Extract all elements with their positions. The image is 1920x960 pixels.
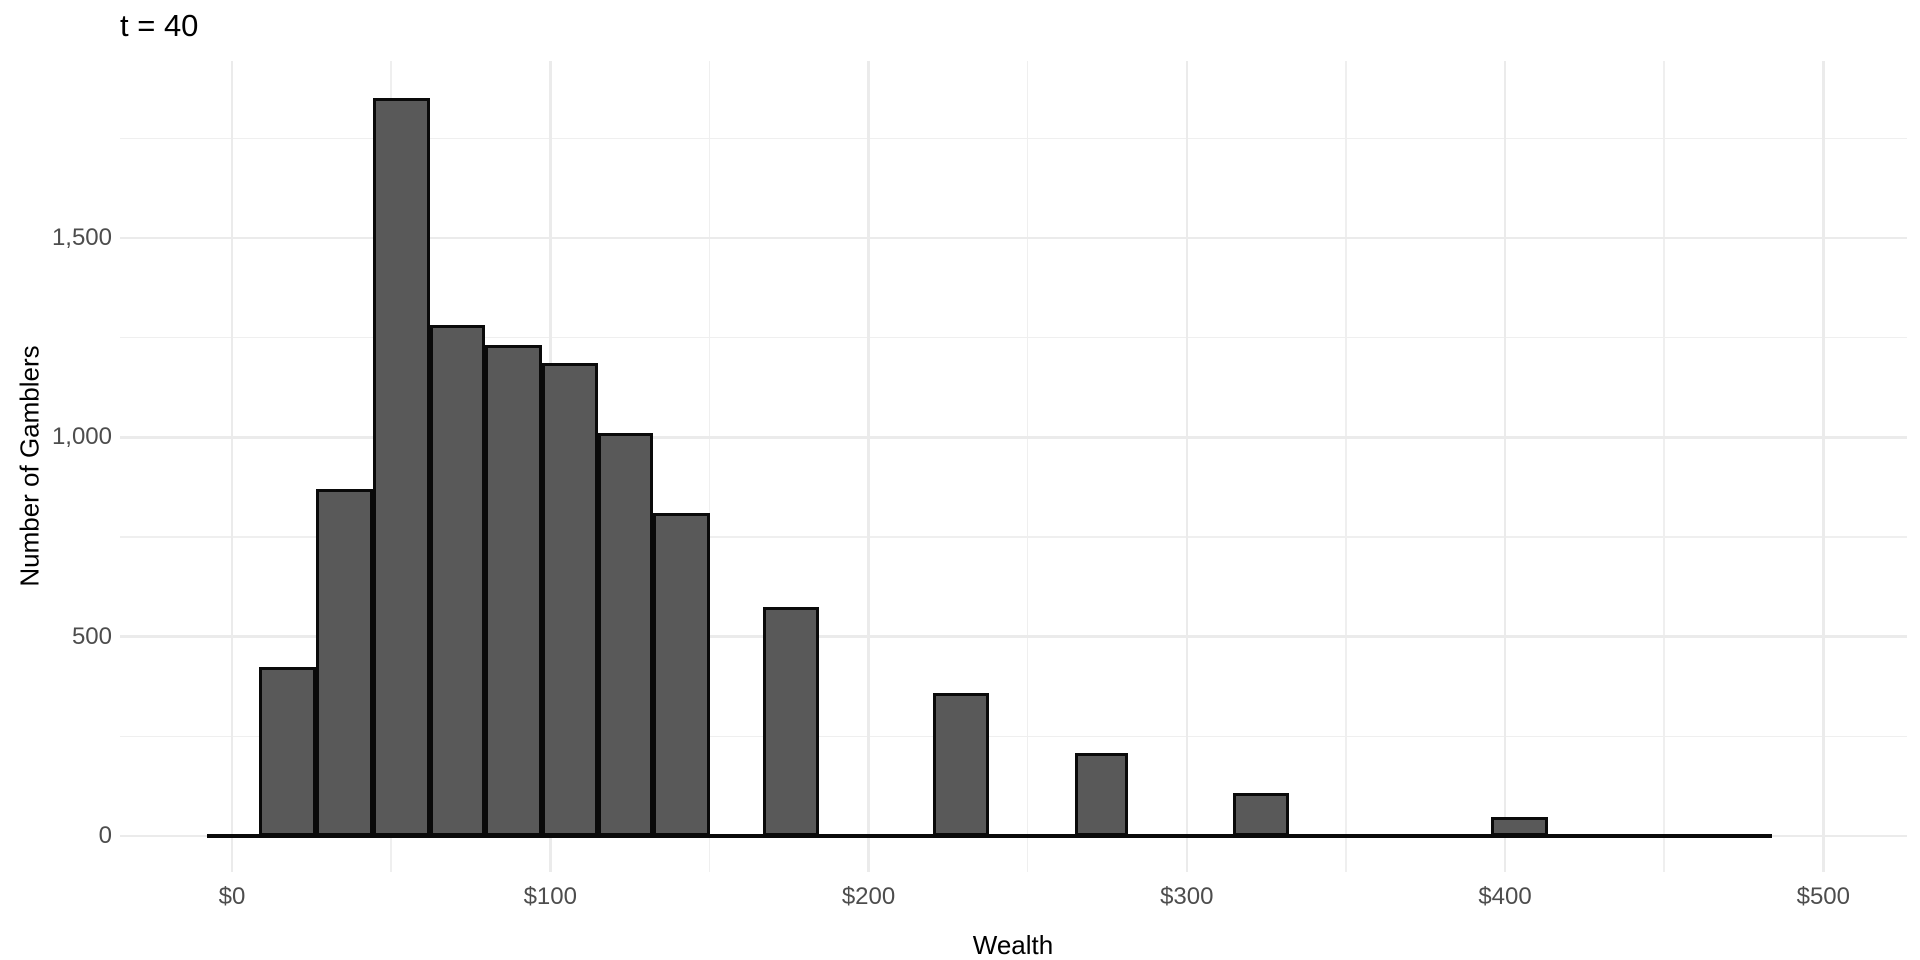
histogram-bar [1491,816,1548,836]
y-tick-label: 500 [71,622,112,650]
histogram-bar [316,489,373,836]
x-tick-label: $500 [1796,883,1850,910]
gridline-x-major [1822,61,1825,872]
gridline-y-major [120,635,1907,638]
histogram-bar [1232,792,1289,836]
gridline-x-minor [708,61,711,872]
gridline-y-minor [120,137,1907,140]
histogram-bar [542,363,598,836]
gridline-x-major [1185,61,1189,872]
histogram-bar [1075,753,1128,836]
zero-axis-line [206,834,1773,838]
x-tick-label: $400 [1478,883,1532,910]
gridline-y-major [120,236,1907,240]
gridline-y-minor [120,336,1907,339]
gridline-y-major [120,436,1907,439]
histogram-bar [598,432,654,836]
gridline-x-major [867,61,870,872]
gridline-x-major [230,61,234,872]
x-tick-label: $300 [1160,883,1214,910]
y-tick-label: 0 [98,822,112,849]
gridline-y-minor [120,536,1907,538]
gridline-x-major [1503,61,1507,872]
gridline-x-minor [1663,61,1665,872]
gridline-x-minor [1026,61,1029,872]
histogram-bar [653,513,711,836]
gridline-x-minor [1345,61,1347,872]
y-tick-label: 1,000 [51,423,112,451]
gridline-y-minor [120,735,1907,738]
y-tick-label: 1,500 [51,224,112,252]
x-tick-label: $0 [218,883,246,910]
histogram-bar [762,607,819,836]
histogram-bar [429,325,486,836]
histogram-bar [373,98,430,836]
y-axis-title: Number of Gamblers [14,345,45,587]
x-tick-label: $200 [841,883,896,910]
x-axis-title: Wealth [972,930,1054,960]
histogram-bar [933,692,990,836]
plot-title: t = 40 [120,8,199,43]
histogram-bar [485,345,542,836]
histogram-bar [259,666,317,836]
x-tick-label: $100 [523,883,577,910]
